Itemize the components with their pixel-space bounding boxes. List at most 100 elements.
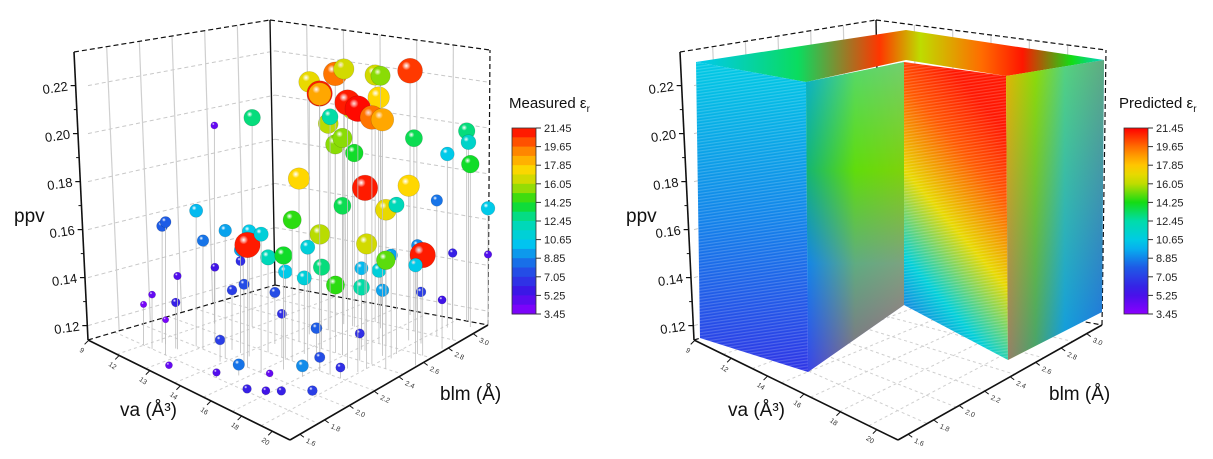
data-point-bubble-rim: [405, 129, 423, 148]
va-tick-mark: [763, 375, 768, 381]
volume-texture: [696, 62, 808, 372]
blm-tick-mark: [373, 390, 379, 395]
data-point-bubble-rim: [139, 300, 148, 308]
data-point-bubble: [345, 144, 364, 162]
data-point-bubble-rim: [212, 368, 221, 377]
data-point-bubble-rim: [296, 270, 312, 286]
data-point-bubble-rim: [356, 233, 378, 255]
data-point-bubble-rim: [354, 261, 369, 276]
data-point-bubble-rim: [460, 134, 477, 150]
va-tick-label: 14: [755, 382, 765, 392]
colorbar-segment: [512, 258, 536, 268]
data-point-bubble-rim: [430, 194, 443, 207]
colorbar-tick-label: 14.25: [1156, 197, 1184, 209]
blm-tick-mark: [1035, 361, 1041, 366]
colorbar-tick-label: 19.65: [1156, 142, 1184, 154]
colorbar-segment: [512, 193, 536, 203]
data-point-bubble: [162, 316, 169, 323]
data-point-bubble: [448, 248, 458, 258]
left-gridline: [87, 182, 276, 231]
data-point-bubble: [440, 147, 455, 161]
predicted-3d-volume-chart: 0.12 0.14 0.16 0.18 0.20 0.22 ppv 9 12 14 16 18 20 va…: [626, 19, 1197, 449]
data-point-bubble: [212, 368, 221, 377]
va-axis-line: [693, 339, 899, 441]
va-tick-label: 12: [719, 364, 729, 374]
va-axis-line: [87, 339, 291, 441]
data-point-bubble-rim: [269, 286, 281, 298]
data-point-bubble-rim: [171, 297, 181, 308]
data-point-bubble: [371, 108, 394, 132]
ppv-tick-label: 0.20: [44, 127, 71, 145]
data-point-bubble: [308, 82, 332, 106]
data-point-bubble: [405, 129, 423, 147]
blm-tick-label: 2.8: [1066, 351, 1078, 362]
colorbar-segment: [512, 295, 536, 306]
va-tick-label: 12: [107, 361, 117, 371]
colorbar-tick-label: 3.45: [544, 309, 565, 321]
data-point-bubble-rim: [345, 143, 364, 163]
colorbar-tick-label: 17.85: [544, 160, 572, 172]
colorbar-segment: [512, 286, 536, 296]
volume-texture: [904, 62, 1008, 360]
blm-tick-mark: [907, 433, 913, 438]
data-point-bubble: [227, 285, 237, 296]
left-gridline: [87, 94, 276, 135]
data-point-bubble-rim: [415, 286, 427, 298]
data-point-bubble: [253, 226, 269, 242]
blm-axis-label: blm (Å): [1049, 384, 1110, 405]
data-point-bubble: [173, 272, 182, 280]
data-point-bubble-rim: [276, 308, 287, 319]
left-floor-gridline: [174, 301, 367, 384]
data-point-bubble: [484, 250, 492, 259]
left-box-edge: [87, 284, 276, 341]
data-point-bubble-rim: [370, 108, 395, 132]
data-point-bubble: [461, 155, 480, 174]
va-axis-label: va (Å³): [120, 400, 177, 421]
colorbar-tick-label: 16.05: [1156, 179, 1184, 191]
data-point-bubble: [276, 386, 286, 396]
blm-tick-label: 3.0: [478, 337, 490, 348]
left-gridline: [274, 138, 489, 175]
data-point-bubble: [165, 361, 173, 369]
blm-tick-label: 2.2: [379, 395, 391, 406]
blm-tick-label: 3.0: [1091, 337, 1103, 348]
data-point-bubble-rim: [440, 146, 455, 162]
data-point-bubble: [283, 210, 302, 229]
colorbar-segment: [512, 155, 536, 166]
va-tick-mark: [799, 393, 805, 399]
ppv-tick-label: 0.16: [655, 223, 682, 241]
data-point-bubble: [210, 263, 219, 272]
va-tick-label: 14: [168, 391, 178, 401]
data-point-bubble: [408, 258, 423, 273]
va-tick-label: 16: [199, 407, 209, 417]
va-tick-mark: [114, 355, 120, 360]
data-point-bubble: [333, 197, 351, 215]
data-point-bubble: [437, 295, 447, 305]
data-point-bubble: [397, 174, 420, 197]
blm-tick-label: 1.6: [913, 438, 925, 449]
data-point-bubble: [140, 301, 147, 308]
data-point-bubble: [461, 134, 476, 150]
data-point-bubble-rim: [480, 201, 496, 216]
colorbar-title-text: Predicted ε: [1119, 95, 1194, 112]
data-point-bubble-rim: [354, 328, 365, 339]
left-box-edge: [269, 19, 276, 286]
left-gridline: [106, 46, 120, 331]
va-tick-mark: [206, 400, 212, 406]
ppv-axis-line: [679, 51, 695, 341]
left-floor-gridline: [260, 318, 458, 427]
data-point-bubble: [322, 108, 339, 125]
va-tick-label: 13: [137, 376, 147, 386]
measured-chart-panel: 0.12 0.14 0.16 0.18 0.20 0.22 ppv 9 12 13 14 16 18 20…: [0, 0, 606, 459]
colorbar-tick-label: 12.45: [1156, 216, 1184, 228]
colorbar-tick-label: 19.65: [544, 142, 572, 154]
left-box-edge: [487, 49, 491, 326]
data-point-bubble: [218, 224, 232, 237]
colorbar-tick-label: 14.25: [544, 197, 572, 209]
va-tick-mark: [267, 430, 273, 436]
colorbar-segment: [512, 248, 536, 259]
colorbar-segment: [512, 304, 536, 315]
colorbar-segment: [512, 221, 536, 231]
data-point-bubble-rim: [300, 239, 316, 255]
blm-tick-label: 2.6: [428, 366, 440, 377]
